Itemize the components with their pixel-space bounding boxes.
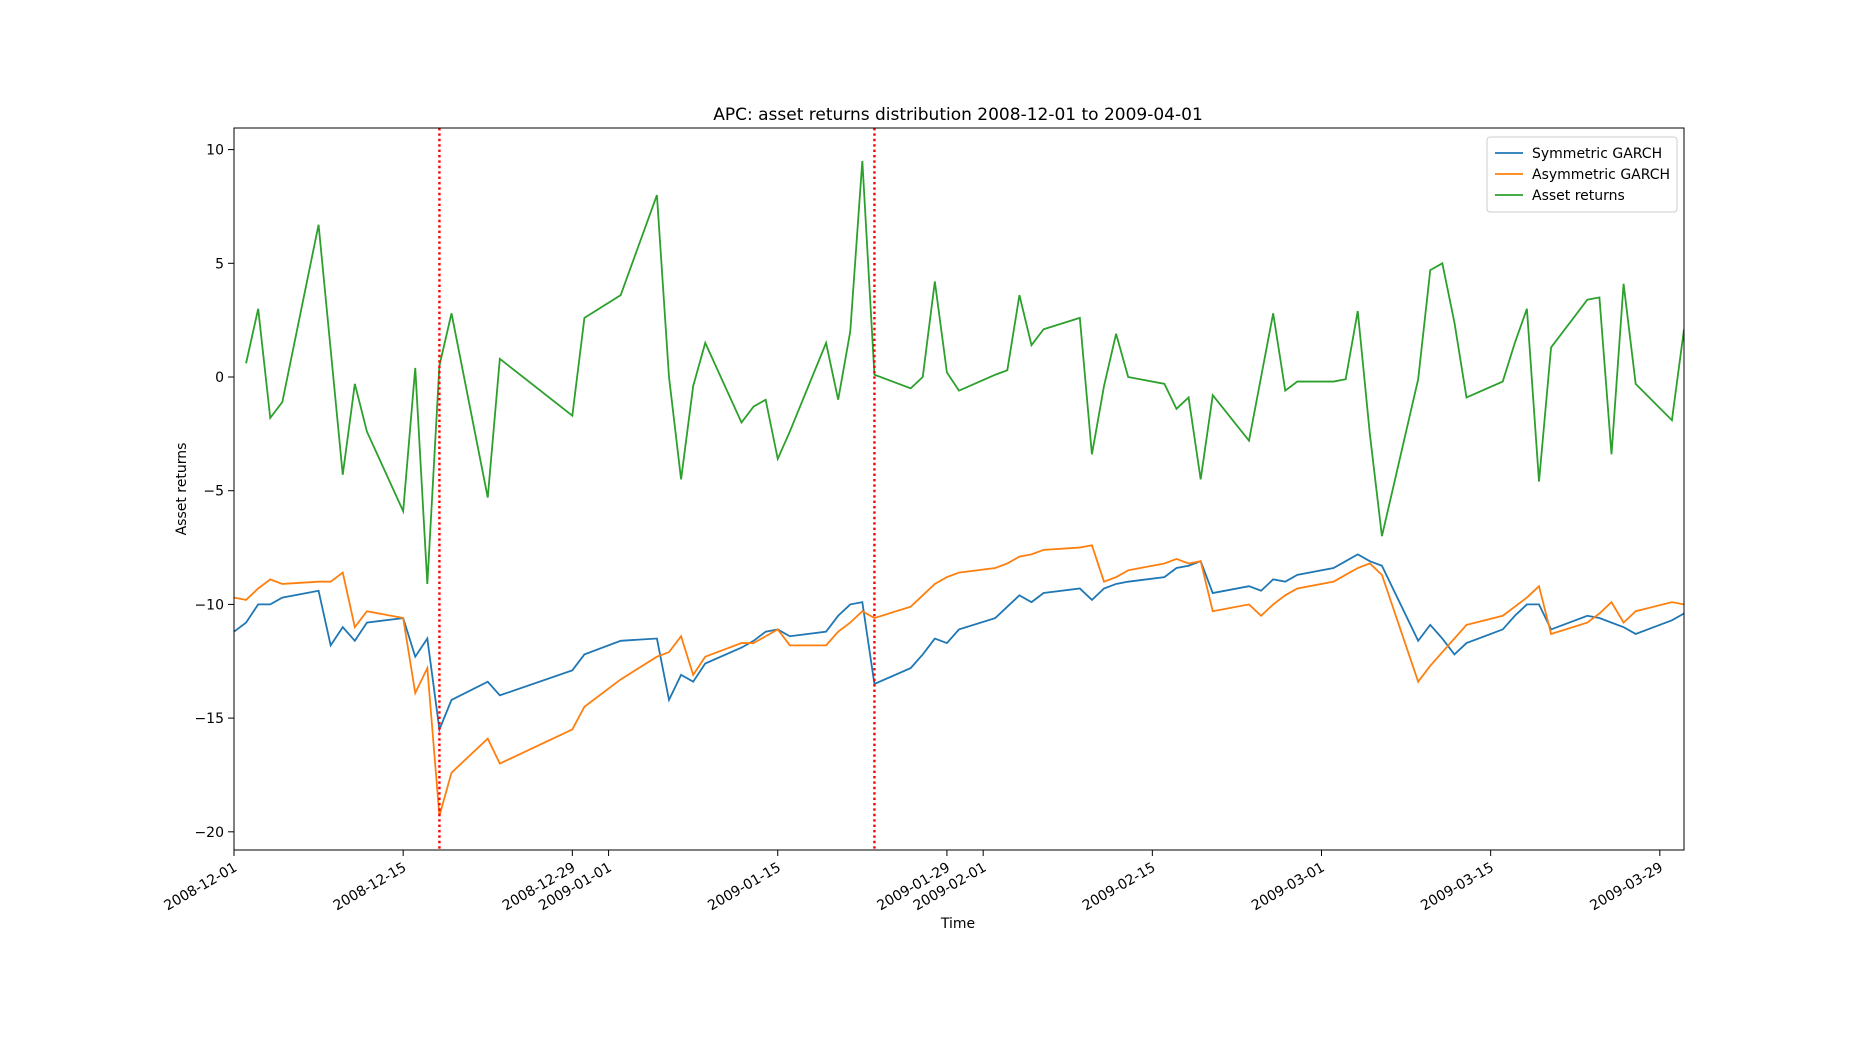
y-tick-label: −5 (203, 484, 224, 500)
series-line (234, 553, 1684, 733)
legend-label: Symmetric GARCH (1532, 146, 1662, 162)
chart-title: APC: asset returns distribution 2008-12-… (713, 105, 1203, 125)
y-axis-label: Asset returns (174, 443, 190, 536)
legend-box (1486, 136, 1678, 213)
x-tick-label: 2008-12-15 (331, 860, 409, 915)
x-tick-label: 2009-03-15 (1418, 860, 1496, 915)
legend-label: Asymmetric GARCH (1532, 167, 1670, 183)
y-tick-label: −20 (194, 825, 224, 841)
x-axis-label: Time (940, 916, 975, 932)
y-tick-label: 10 (206, 143, 224, 159)
legend-label: Asset returns (1532, 188, 1625, 204)
x-tick-label: 2009-01-15 (705, 860, 783, 915)
plot-frame (233, 127, 1685, 851)
x-tick-label: 2009-03-01 (1249, 860, 1327, 915)
x-tick-label: 2009-02-15 (1080, 860, 1158, 915)
y-tick-label: −10 (194, 597, 224, 613)
series-line (234, 544, 1684, 817)
y-tick-label: 0 (215, 370, 224, 386)
y-tick-label: −15 (194, 711, 224, 727)
y-tick-label: 5 (215, 256, 224, 272)
x-tick-label: 2008-12-01 (162, 860, 240, 915)
x-tick-label: 2009-03-29 (1587, 860, 1665, 915)
series-line (245, 160, 1684, 584)
